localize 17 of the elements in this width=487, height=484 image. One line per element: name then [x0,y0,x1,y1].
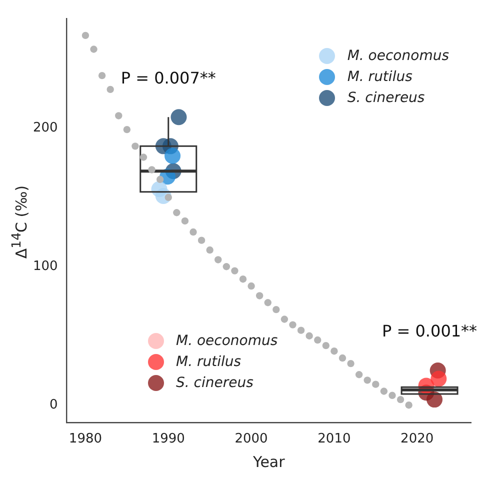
legend-label: M. rutilus [347,69,412,85]
x-tick-label: 2020 [400,432,434,447]
legend-label: M. oeconomus [176,333,278,349]
x-tick-label: 1980 [68,432,102,447]
y-tick-label: 100 [32,259,58,274]
x-tick-label: 2010 [318,432,351,447]
x-axis-title: Year [252,452,286,471]
annotation: P = 0.001** [382,322,478,341]
legend-label: S. cinereus [347,90,425,106]
y-tick-label: 0 [50,397,58,412]
legend-label: S. cinereus [176,375,254,391]
legend-label: M. oeconomus [347,48,449,64]
x-tick-label: 2000 [234,432,268,447]
y-tick-label: 200 [32,120,58,136]
x-tick-label: 1990 [152,432,185,447]
annotation: P = 0.007** [120,68,216,88]
legend-label: M. rutilus [176,354,242,370]
